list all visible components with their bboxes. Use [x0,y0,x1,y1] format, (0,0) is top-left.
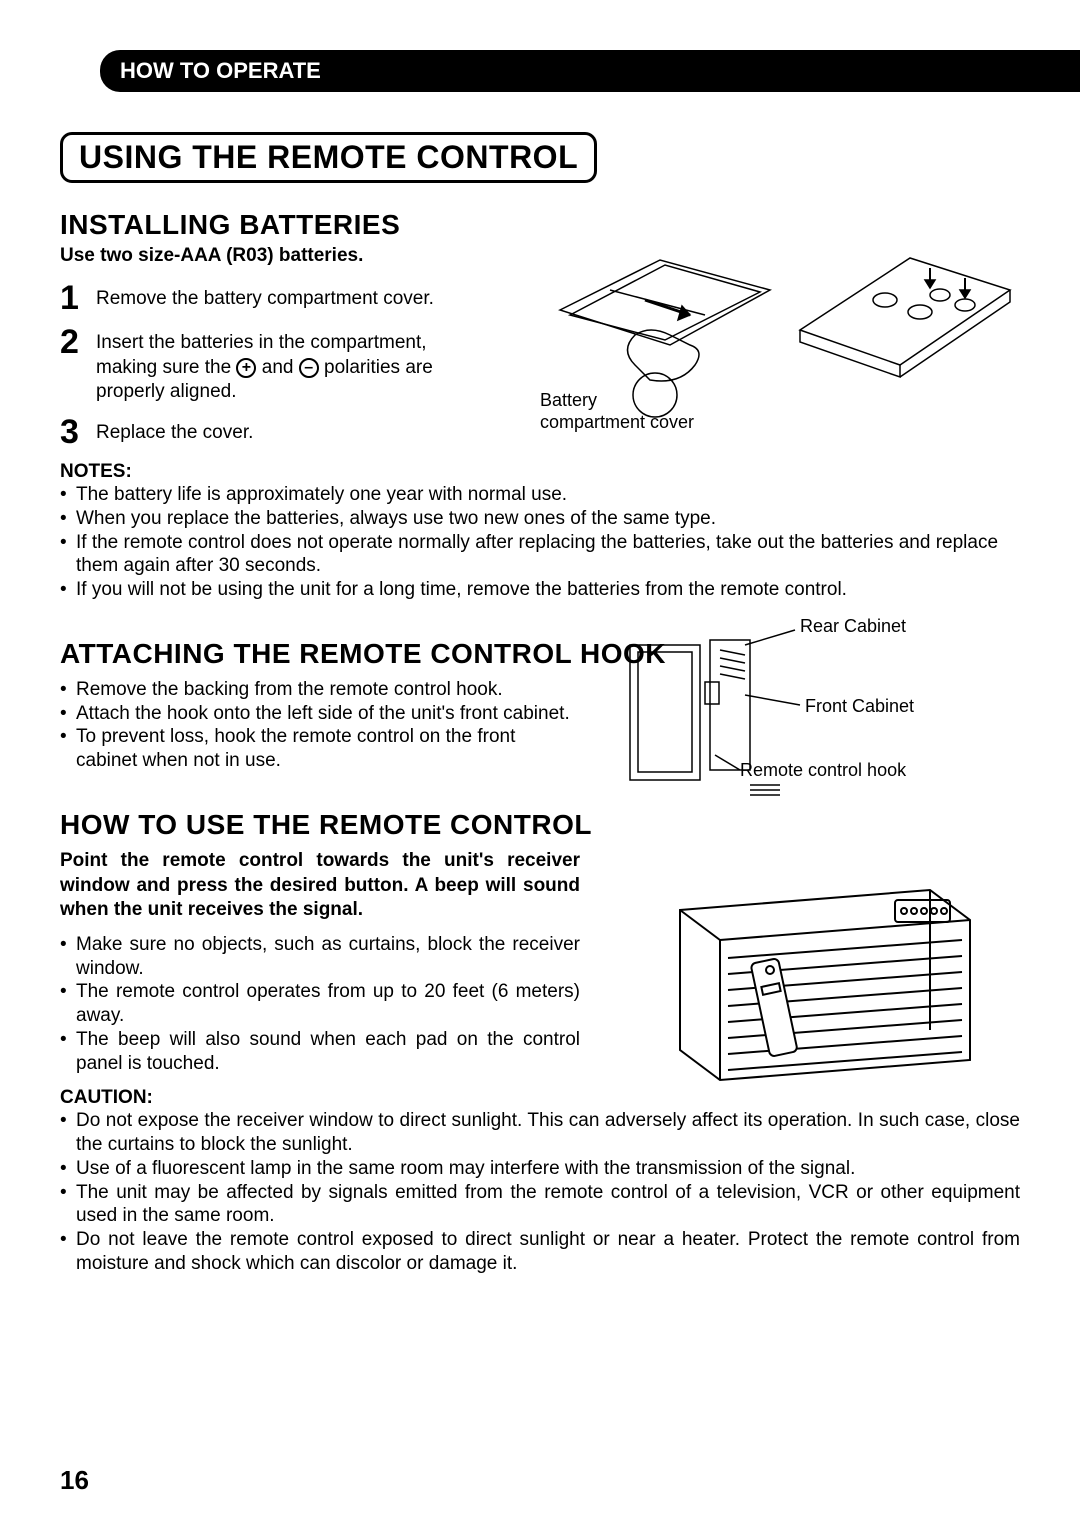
label-remote-hook: Remote control hook [740,760,906,781]
header-bar: HOW TO OPERATE [100,50,1080,92]
plus-icon: + [236,358,256,378]
caution-item: Use of a fluorescent lamp in the same ro… [60,1157,1020,1181]
step-text-part: and [256,357,298,378]
caution-item: Do not leave the remote control exposed … [60,1228,1020,1276]
list-item: Remove the backing from the remote contr… [60,678,580,702]
list-item: Make sure no objects, such as curtains, … [60,933,580,981]
step-text: Replace the cover. [96,415,253,446]
figure-ac-unit [640,870,1000,1090]
step-number: 1 [60,281,96,315]
note-item: If you will not be using the unit for a … [60,578,1020,602]
figure-cabinet-hook: Rear Cabinet Front Cabinet Remote contro… [600,620,960,810]
list-item: The beep will also sound when each pad o… [60,1028,580,1076]
caution-label: CAUTION: [60,1087,1020,1109]
caution-list: Do not expose the receiver window to dir… [60,1109,1020,1275]
notes-label: NOTES: [60,461,1020,483]
note-item: When you replace the batteries, always u… [60,507,1020,531]
list-item: The remote control operates from up to 2… [60,980,580,1028]
attaching-list: Remove the backing from the remote contr… [60,678,580,773]
step-text: Insert the batteries in the compartment,… [96,325,476,405]
step-number: 2 [60,325,96,359]
section-title: USING THE REMOTE CONTROL [60,132,597,183]
label-rear-cabinet: Rear Cabinet [800,616,906,637]
howto-list: Make sure no objects, such as curtains, … [60,933,580,1076]
minus-icon: – [299,358,319,378]
list-item: To prevent loss, hook the remote control… [60,725,580,773]
caution-item: The unit may be affected by signals emit… [60,1181,1020,1229]
caution-item: Do not expose the receiver window to dir… [60,1109,1020,1157]
list-item: Attach the hook onto the left side of th… [60,702,580,726]
step-text: Remove the battery compartment cover. [96,281,434,312]
page-number: 16 [60,1465,89,1496]
label-front-cabinet: Front Cabinet [805,696,914,717]
howto-title: HOW TO USE THE REMOTE CONTROL [60,809,1020,841]
howto-intro: Point the remote control towards the uni… [60,849,580,923]
step-number: 3 [60,415,96,449]
installing-title: INSTALLING BATTERIES [60,209,1020,241]
figure-battery-compartment: Battery compartment cover [540,250,1020,420]
notes-list: The battery life is approximately one ye… [60,483,1020,602]
note-item: The battery life is approximately one ye… [60,483,1020,507]
figure-caption: Battery compartment cover [540,390,700,433]
note-item: If the remote control does not operate n… [60,531,1020,579]
